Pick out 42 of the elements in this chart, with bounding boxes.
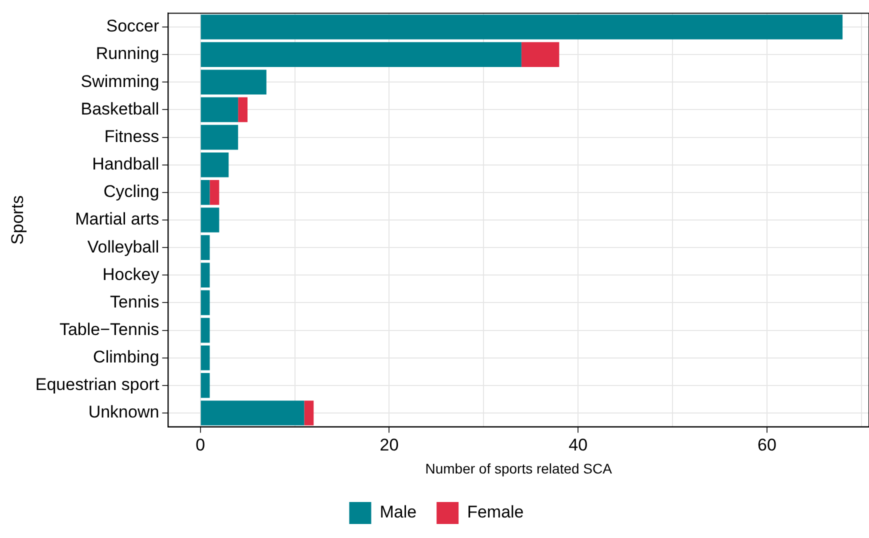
y-tick-label: Volleyball <box>87 237 160 256</box>
bar <box>200 124 238 150</box>
bar <box>210 180 220 205</box>
bar <box>200 262 210 288</box>
y-tick-label: Table−Tennis <box>59 320 160 339</box>
bar <box>200 400 304 426</box>
y-tick-label: Martial arts <box>75 210 160 229</box>
y-tick-label: Unknown <box>88 402 160 422</box>
bar <box>200 318 210 343</box>
bar <box>200 14 843 40</box>
x-tick-label: 60 <box>758 436 776 455</box>
y-axis-title: Sports <box>8 195 27 245</box>
bar <box>200 180 210 205</box>
bar <box>200 235 210 260</box>
y-tick-label: Tennis <box>110 292 160 312</box>
legend-label: Female <box>467 502 524 522</box>
bar <box>200 42 522 67</box>
y-tick-label: Cycling <box>103 182 160 202</box>
x-tick-label: 0 <box>196 436 206 455</box>
y-tick-label: Handball <box>92 154 160 174</box>
bar <box>200 152 229 178</box>
y-tick-label: Soccer <box>106 16 160 36</box>
y-tick-label: Climbing <box>93 348 160 367</box>
bar <box>200 345 210 370</box>
bar <box>304 400 314 426</box>
y-tick-label: Running <box>96 44 160 64</box>
x-axis-title: Number of sports related SCA <box>425 460 613 476</box>
bar <box>200 208 220 232</box>
x-tick-label: 40 <box>568 436 588 455</box>
legend-label: Male <box>380 502 417 522</box>
y-tick-label: Basketball <box>80 99 160 118</box>
bar <box>200 373 210 398</box>
bar <box>200 97 238 122</box>
y-tick-label: Hockey <box>102 264 160 284</box>
bar <box>200 290 210 316</box>
bar <box>200 70 266 95</box>
x-tick-label: 20 <box>380 436 399 455</box>
y-tick-label: Equestrian sport <box>35 375 160 394</box>
bar <box>238 97 248 122</box>
bar <box>521 42 560 67</box>
y-tick-label: Swimming <box>80 72 160 91</box>
y-tick-label: Fitness <box>104 126 160 146</box>
